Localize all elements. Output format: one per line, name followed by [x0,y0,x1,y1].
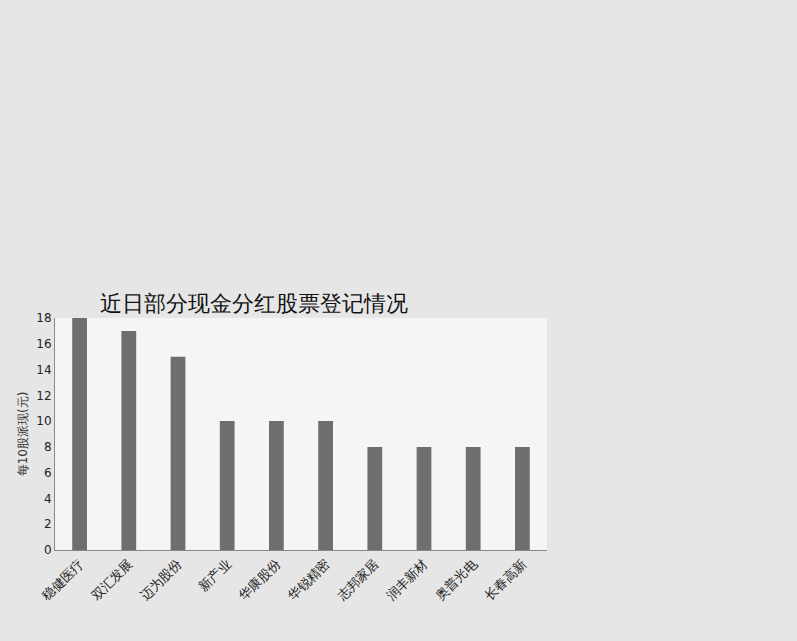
svg-text:18: 18 [36,311,51,325]
svg-text:16: 16 [36,337,51,351]
svg-text:14: 14 [36,363,51,377]
svg-text:2: 2 [44,517,52,531]
svg-text:润丰新材: 润丰新材 [383,556,430,603]
svg-text:8: 8 [44,440,52,454]
svg-text:6: 6 [44,466,52,480]
svg-text:志邦家居: 志邦家居 [334,556,381,603]
svg-text:4: 4 [44,492,52,506]
svg-text:华康股份: 华康股份 [236,556,283,603]
svg-text:10: 10 [36,414,51,428]
svg-text:12: 12 [36,389,51,403]
svg-text:奥普光电: 奥普光电 [433,556,480,603]
svg-text:华锐精密: 华锐精密 [285,556,332,603]
svg-text:长春高新: 长春高新 [482,556,529,603]
svg-text:稳健医疗: 稳健医疗 [39,556,86,603]
svg-text:每10股派现(元): 每10股派现(元) [16,392,30,477]
svg-text:0: 0 [44,543,52,557]
svg-text:新产业: 新产业 [196,556,234,594]
svg-text:迈为股份: 迈为股份 [137,556,184,603]
svg-text:近日部分现金分红股票登记情况: 近日部分现金分红股票登记情况 [100,291,408,316]
svg-text:双汇发展: 双汇发展 [88,556,135,603]
